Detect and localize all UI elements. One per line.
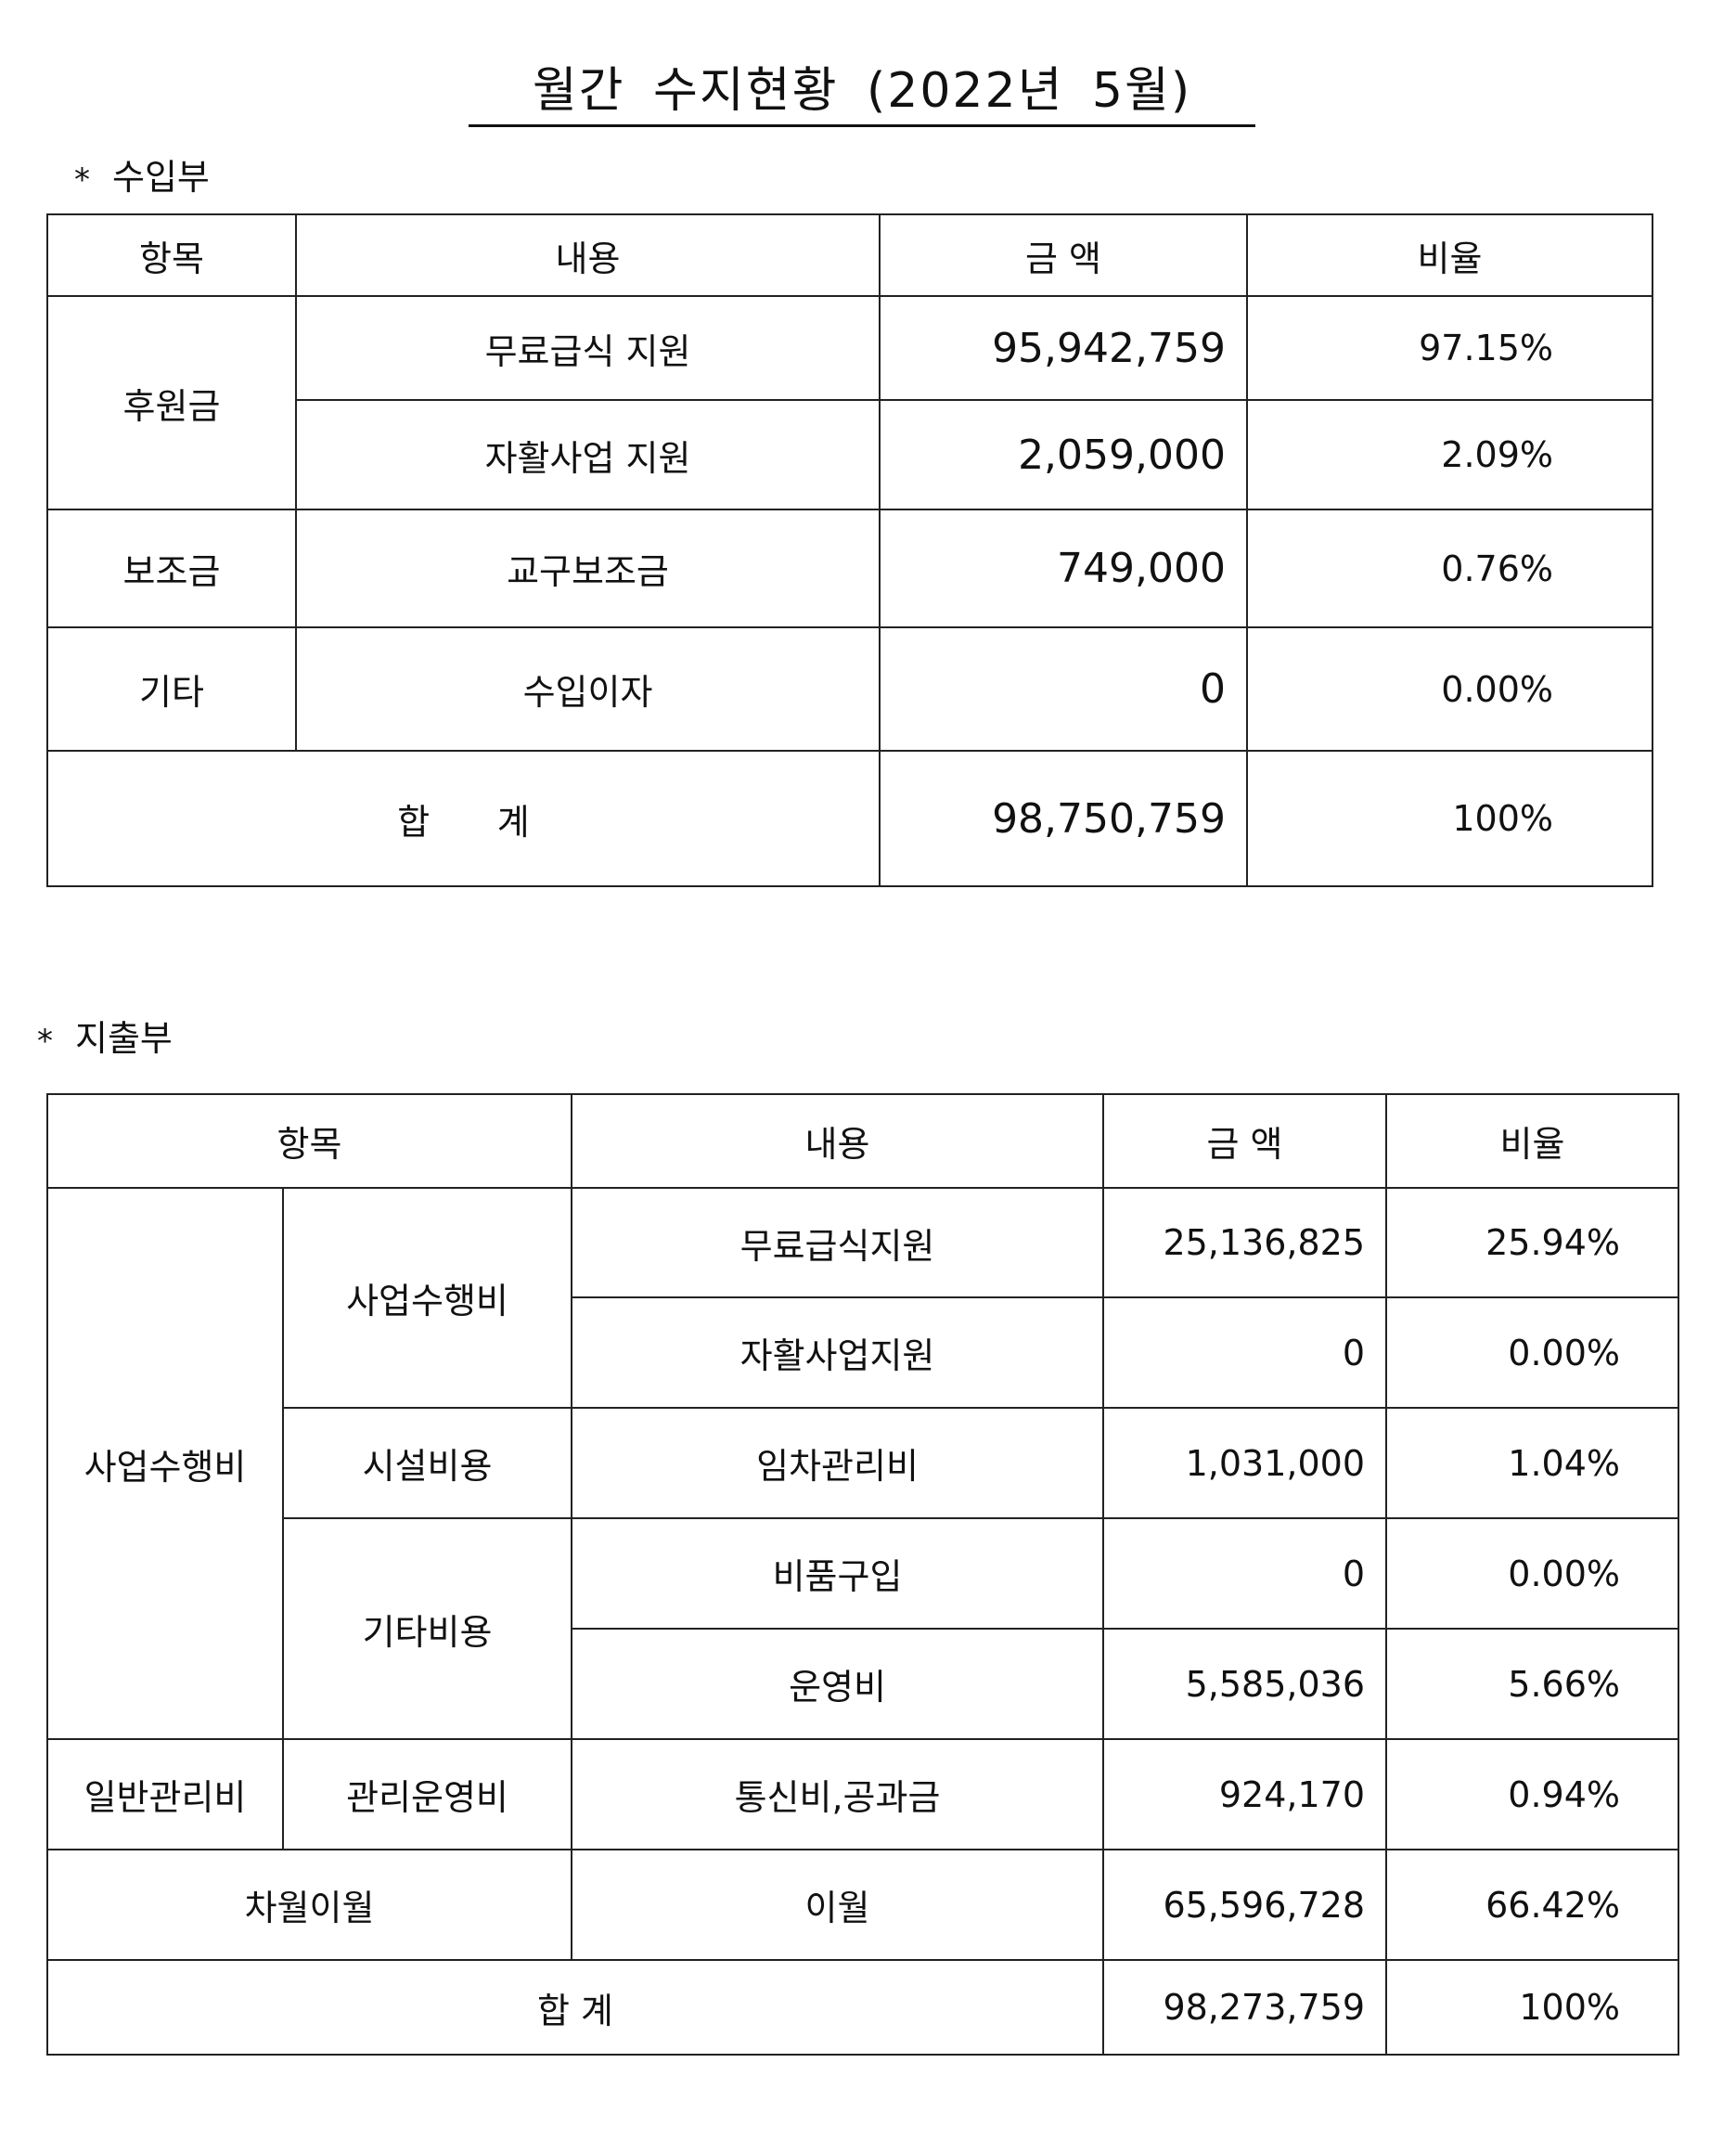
table-row: 후원금 무료급식 지원 95,942,759 97.15% [46,295,1653,510]
header-ratio: 비율 [1246,213,1653,297]
total-label: 합 계 [46,750,881,887]
amount-cell: 65,596,728 [1102,1849,1388,1961]
bullet-star: * [74,161,90,199]
ratio-cell: 0.00% [1385,1517,1680,1630]
total-row: 합 계 98,750,759 100% [46,750,1653,887]
total-ratio: 100% [1246,750,1653,887]
content-cell: 무료급식지원 [571,1187,1105,1298]
ratio-cell: 66.42% [1385,1849,1680,1961]
bullet-star: * [37,1022,53,1060]
category-cell: 후원금 [46,295,297,510]
content-cell: 운영비 [571,1628,1105,1740]
table-row: 기타 수입이자 0 0.00% [46,626,1653,752]
category-cell: 사업수행비 [46,1187,284,1740]
subcategory-cell: 관리운영비 [281,1738,573,1850]
content-cell: 임차관리비 [571,1407,1105,1519]
category-cell: 기타 [46,626,297,752]
expense-section-label: * 지출부 [37,1021,173,1057]
table-row: 자활사업 지원 2,059,000 2.09% [47,399,1653,510]
subcategory-cell: 기타비용 [281,1517,573,1740]
amount-cell: 1,031,000 [1102,1407,1388,1519]
ratio-cell: 2.09% [1246,399,1653,510]
total-amount: 98,273,759 [1102,1959,1388,2056]
table-row: 보조금 교구보조금 749,000 0.76% [46,509,1653,628]
header-amount: 금 액 [1102,1093,1388,1189]
table-row: 기타비용 비품구입 0 0.00% [47,1517,1680,1740]
table-row: 일반관리비 관리운영비 통신비,공과금 924,170 0.94% [46,1738,1680,1850]
ratio-cell: 0.76% [1246,509,1653,628]
ratio-cell: 0.94% [1385,1738,1680,1850]
amount-cell: 924,170 [1102,1738,1388,1850]
total-ratio: 100% [1385,1959,1680,2056]
category-cell: 보조금 [46,509,297,628]
header-content: 내용 [295,213,881,297]
ratio-cell: 1.04% [1385,1407,1680,1519]
income-section-label: * 수입부 [74,160,210,196]
ratio-cell: 0.00% [1246,626,1653,752]
total-row: 합 계 98,273,759 100% [45,1959,1680,2056]
header-amount: 금 액 [879,213,1248,297]
content-cell: 통신비,공과금 [571,1738,1105,1850]
total-amount: 98,750,759 [879,750,1248,887]
header-item: 항목 [46,213,297,297]
page-title: 월간 수지현황 (2022년 5월) [469,67,1255,127]
content-cell: 이월 [571,1849,1105,1961]
table-row: 사업수행비 사업수행비 무료급식지원 25,136,825 25.94% [46,1187,1680,1740]
header-ratio: 비율 [1385,1093,1680,1189]
total-label: 합 계 [45,1959,1105,2056]
table-header-row: 항목 내용 금 액 비율 [45,1093,1680,1189]
content-cell: 자활사업지원 [571,1296,1105,1409]
category-cell: 일반관리비 [46,1738,284,1850]
header-content: 내용 [571,1093,1105,1189]
content-cell: 자활사업 지원 [295,399,881,510]
expense-table: 항목 내용 금 액 비율 사업수행비 사업수행비 무료급식지원 25,136,8… [45,1093,1680,2056]
table-row: 자활사업지원 0 0.00% [47,1296,1680,1409]
amount-cell: 0 [1102,1517,1388,1630]
content-cell: 무료급식 지원 [295,295,881,401]
subcategory-cell: 사업수행비 [281,1187,573,1409]
amount-cell: 25,136,825 [1102,1187,1388,1298]
table-row: 시설비용 임차관리비 1,031,000 1.04% [47,1407,1680,1519]
category-cell: 차월이월 [45,1849,573,1961]
content-cell: 비품구입 [571,1517,1105,1630]
ratio-cell: 0.00% [1385,1296,1680,1409]
amount-cell: 5,585,036 [1102,1628,1388,1740]
ratio-cell: 5.66% [1385,1628,1680,1740]
subcategory-cell: 시설비용 [281,1407,573,1519]
income-table: 항목 내용 금 액 비율 후원금 무료급식 지원 95,942,759 97.1… [46,213,1653,887]
table-row: 차월이월 이월 65,596,728 66.42% [45,1849,1680,1961]
amount-cell: 0 [879,626,1248,752]
table-header-row: 항목 내용 금 액 비율 [46,213,1653,297]
expense-section-title: 지출부 [75,1018,173,1059]
income-section-title: 수입부 [112,157,210,198]
amount-cell: 0 [1102,1296,1388,1409]
ratio-cell: 25.94% [1385,1187,1680,1298]
ratio-cell: 97.15% [1246,295,1653,401]
content-cell: 교구보조금 [295,509,881,628]
amount-cell: 95,942,759 [879,295,1248,401]
amount-cell: 749,000 [879,509,1248,628]
amount-cell: 2,059,000 [879,399,1248,510]
content-cell: 수입이자 [295,626,881,752]
table-row: 운영비 5,585,036 5.66% [47,1628,1680,1740]
header-item: 항목 [45,1093,573,1189]
